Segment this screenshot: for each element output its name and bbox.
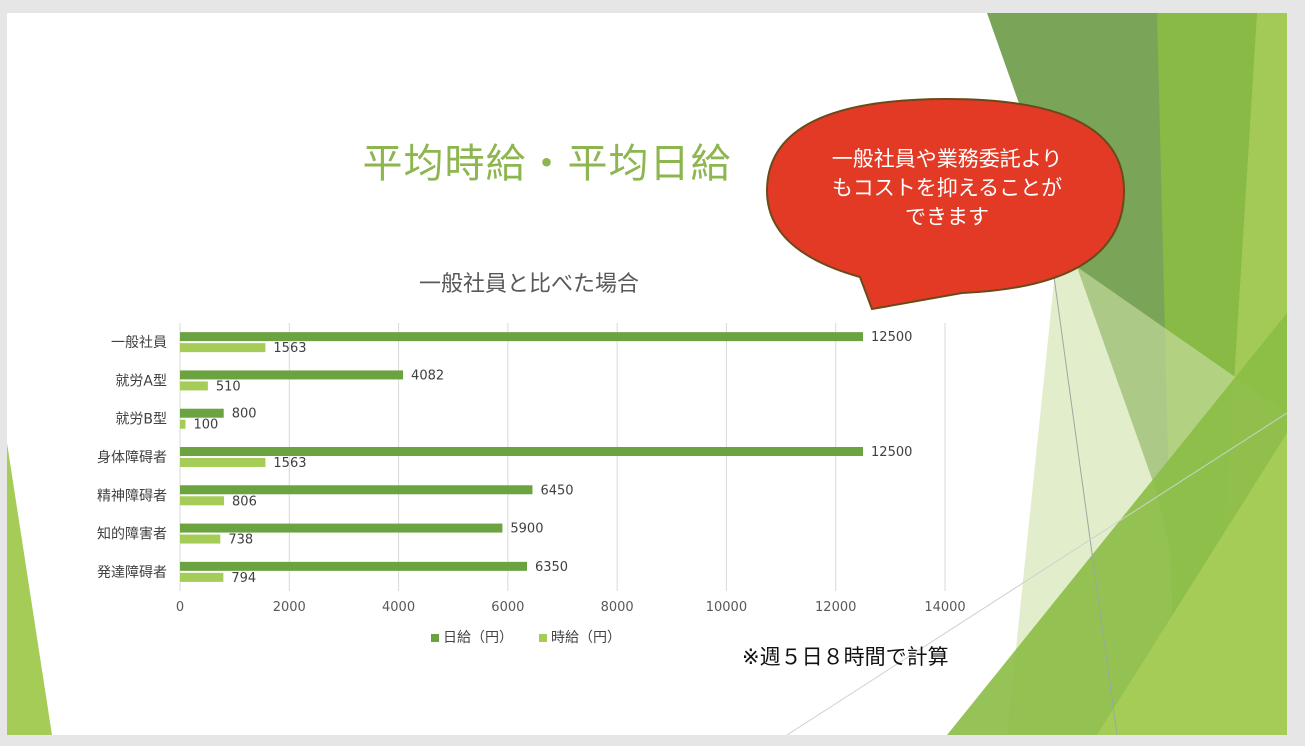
- bar-day: [180, 408, 224, 418]
- bar-hour: [180, 381, 208, 391]
- legend-swatch-day: [431, 634, 439, 642]
- x-tick-label: 6000: [491, 600, 524, 615]
- legend-item-hour: 時給（円）: [539, 627, 621, 647]
- data-label-day: 12500: [871, 445, 912, 460]
- slide-title: 平均時給・平均日給: [362, 141, 732, 187]
- legend-label-hour: 時給（円）: [551, 630, 621, 646]
- data-label-hour: 738: [228, 533, 253, 548]
- chart-title: 一般社員と比べた場合: [419, 272, 639, 297]
- category-label: 就労B型: [115, 412, 167, 428]
- legend-item-day: 日給（円）: [431, 627, 513, 647]
- x-tick-label: 14000: [924, 600, 965, 615]
- bar-hour: [180, 458, 266, 467]
- x-tick-label: 4000: [382, 600, 415, 615]
- data-label-hour: 806: [232, 494, 257, 509]
- category-label: 一般社員: [111, 335, 167, 351]
- category-label: 発達障碍者: [97, 565, 167, 581]
- data-label-day: 4082: [411, 368, 444, 383]
- category-label: 身体障碍者: [97, 450, 167, 466]
- data-label-day: 12500: [871, 330, 912, 345]
- category-label: 精神障碍者: [97, 488, 167, 504]
- x-tick-label: 10000: [706, 600, 747, 615]
- data-label-hour: 1563: [273, 341, 306, 356]
- slide: 平均時給・平均日給 一般社員や業務委託よりもコストを抑えることができます 一般社…: [7, 13, 1287, 735]
- callout-text: 一般社員や業務委託よりもコストを抑えることができます: [831, 147, 1063, 229]
- bar-hour: [180, 343, 266, 353]
- bar-day: [180, 523, 503, 533]
- legend-label-day: 日給（円）: [443, 630, 513, 646]
- bar-hour: [180, 496, 225, 506]
- speech-bubble: [765, 97, 1126, 311]
- x-tick-label: 12000: [815, 600, 856, 615]
- data-label-day: 5900: [510, 522, 543, 537]
- legend-swatch-hour: [539, 634, 547, 642]
- bar-day: [180, 485, 533, 495]
- bar-day: [180, 561, 527, 571]
- category-label: 知的障害者: [97, 526, 167, 543]
- x-tick-label: 2000: [273, 600, 306, 615]
- data-label-day: 6450: [540, 483, 573, 498]
- data-label-hour: 794: [231, 571, 256, 586]
- bar-day: [180, 447, 864, 456]
- bar-day: [180, 370, 404, 380]
- x-tick-label: 8000: [601, 600, 634, 615]
- data-label-day: 6350: [535, 560, 568, 575]
- data-label-day: 800: [232, 407, 257, 422]
- data-label-hour: 1563: [273, 456, 306, 471]
- data-label-hour: 510: [216, 379, 241, 394]
- background-decoration: [7, 13, 1287, 735]
- bar-chart: 一般社員と比べた場合 0 2000 4000 6000 8000 10000 12000 140…: [97, 272, 966, 615]
- bar-hour: [180, 534, 221, 544]
- bar-hour: [180, 572, 224, 582]
- bar-hour: [180, 419, 186, 429]
- category-label: 就労A型: [115, 373, 167, 389]
- data-label-hour: 100: [193, 418, 218, 433]
- calculation-note: ※週５日８時間で計算: [742, 645, 949, 669]
- bar-day: [180, 332, 864, 342]
- x-tick-label: 0: [176, 600, 184, 615]
